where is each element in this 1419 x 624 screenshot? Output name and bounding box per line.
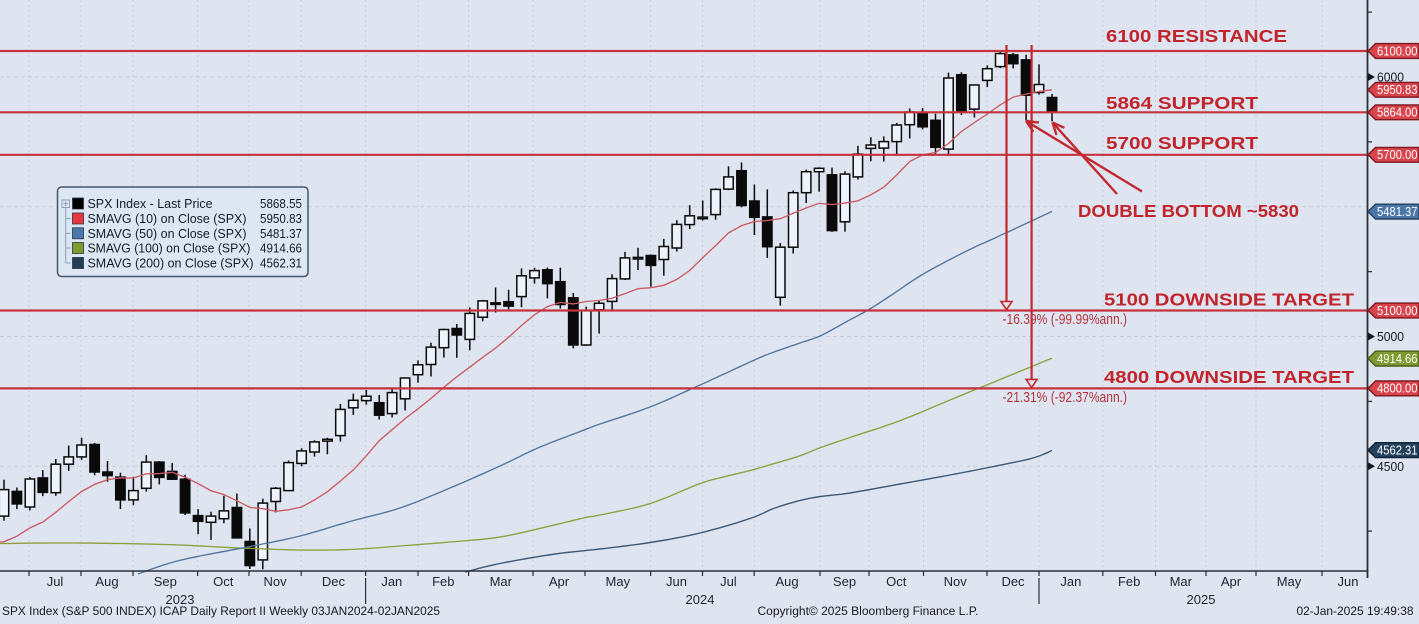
svg-text:5700.00: 5700.00 (1377, 148, 1418, 162)
svg-text:SPX Index (S&P 500 INDEX) ICAP: SPX Index (S&P 500 INDEX) ICAP Daily Rep… (2, 604, 440, 618)
svg-text:Feb: Feb (1118, 574, 1140, 589)
svg-text:Jun: Jun (1338, 574, 1359, 589)
svg-text:6000: 6000 (1377, 70, 1404, 85)
svg-text:Mar: Mar (1170, 574, 1193, 589)
svg-text:Nov: Nov (264, 574, 288, 589)
svg-text:5868.55: 5868.55 (260, 196, 302, 211)
svg-text:SMAVG (200) on Close (SPX): SMAVG (200) on Close (SPX) (88, 256, 254, 271)
svg-text:2024: 2024 (686, 592, 715, 607)
svg-text:SMAVG (50) on Close (SPX): SMAVG (50) on Close (SPX) (88, 226, 247, 241)
svg-text:4800 DOWNSIDE TARGET: 4800 DOWNSIDE TARGET (1104, 367, 1354, 387)
svg-text:6100 RESISTANCE: 6100 RESISTANCE (1106, 26, 1287, 46)
svg-text:May: May (606, 574, 631, 589)
svg-text:SMAVG (100) on Close (SPX): SMAVG (100) on Close (SPX) (88, 241, 251, 256)
svg-text:6100.00: 6100.00 (1377, 44, 1418, 58)
svg-text:Jan: Jan (1060, 574, 1081, 589)
svg-text:5700 SUPPORT: 5700 SUPPORT (1106, 133, 1258, 153)
svg-text:5481.37: 5481.37 (1377, 205, 1418, 219)
svg-text:Sep: Sep (154, 574, 177, 589)
svg-text:5100.00: 5100.00 (1377, 304, 1418, 318)
svg-text:Jul: Jul (47, 574, 64, 589)
svg-text:5864.00: 5864.00 (1377, 106, 1418, 120)
svg-text:SPX Index - Last Price: SPX Index - Last Price (88, 196, 213, 211)
svg-text:Jun: Jun (666, 574, 687, 589)
svg-text:5000: 5000 (1377, 329, 1404, 344)
svg-text:SMAVG (10) on Close (SPX): SMAVG (10) on Close (SPX) (88, 211, 247, 226)
svg-text:02-Jan-2025 19:49:38: 02-Jan-2025 19:49:38 (1297, 604, 1414, 618)
svg-text:5864 SUPPORT: 5864 SUPPORT (1106, 93, 1258, 113)
svg-text:4914.66: 4914.66 (260, 241, 302, 256)
svg-text:-21.31% (-92.37%ann.): -21.31% (-92.37%ann.) (1003, 390, 1128, 406)
svg-text:Apr: Apr (549, 574, 570, 589)
svg-text:4800.00: 4800.00 (1377, 382, 1418, 396)
svg-text:5481.37: 5481.37 (260, 226, 302, 241)
svg-text:DOUBLE BOTTOM ~5830: DOUBLE BOTTOM ~5830 (1078, 201, 1299, 221)
svg-text:5100 DOWNSIDE TARGET: 5100 DOWNSIDE TARGET (1104, 290, 1354, 310)
svg-text:Dec: Dec (322, 574, 346, 589)
svg-text:4562.31: 4562.31 (1377, 443, 1418, 457)
svg-text:5950.83: 5950.83 (260, 211, 302, 226)
svg-text:Apr: Apr (1221, 574, 1242, 589)
svg-text:Sep: Sep (833, 574, 856, 589)
svg-text:4562.31: 4562.31 (260, 256, 302, 271)
svg-text:Feb: Feb (432, 574, 454, 589)
svg-text:Dec: Dec (1001, 574, 1025, 589)
svg-text:2023: 2023 (166, 592, 195, 607)
svg-text:Mar: Mar (490, 574, 513, 589)
svg-text:-16.39% (-99.99%ann.): -16.39% (-99.99%ann.) (1003, 312, 1128, 328)
svg-text:Copyright© 2025 Bloomberg Fina: Copyright© 2025 Bloomberg Finance L.P. (758, 604, 979, 618)
svg-text:4914.66: 4914.66 (1377, 352, 1418, 366)
svg-text:Aug: Aug (776, 574, 799, 589)
svg-text:5950.83: 5950.83 (1377, 83, 1418, 97)
svg-text:May: May (1277, 574, 1302, 589)
svg-text:Jul: Jul (720, 574, 737, 589)
svg-text:Jan: Jan (381, 574, 402, 589)
svg-text:Oct: Oct (886, 574, 907, 589)
svg-text:4500: 4500 (1377, 459, 1404, 474)
svg-text:2025: 2025 (1187, 592, 1216, 607)
svg-text:Oct: Oct (213, 574, 234, 589)
svg-text:Aug: Aug (95, 574, 118, 589)
svg-text:Nov: Nov (944, 574, 968, 589)
